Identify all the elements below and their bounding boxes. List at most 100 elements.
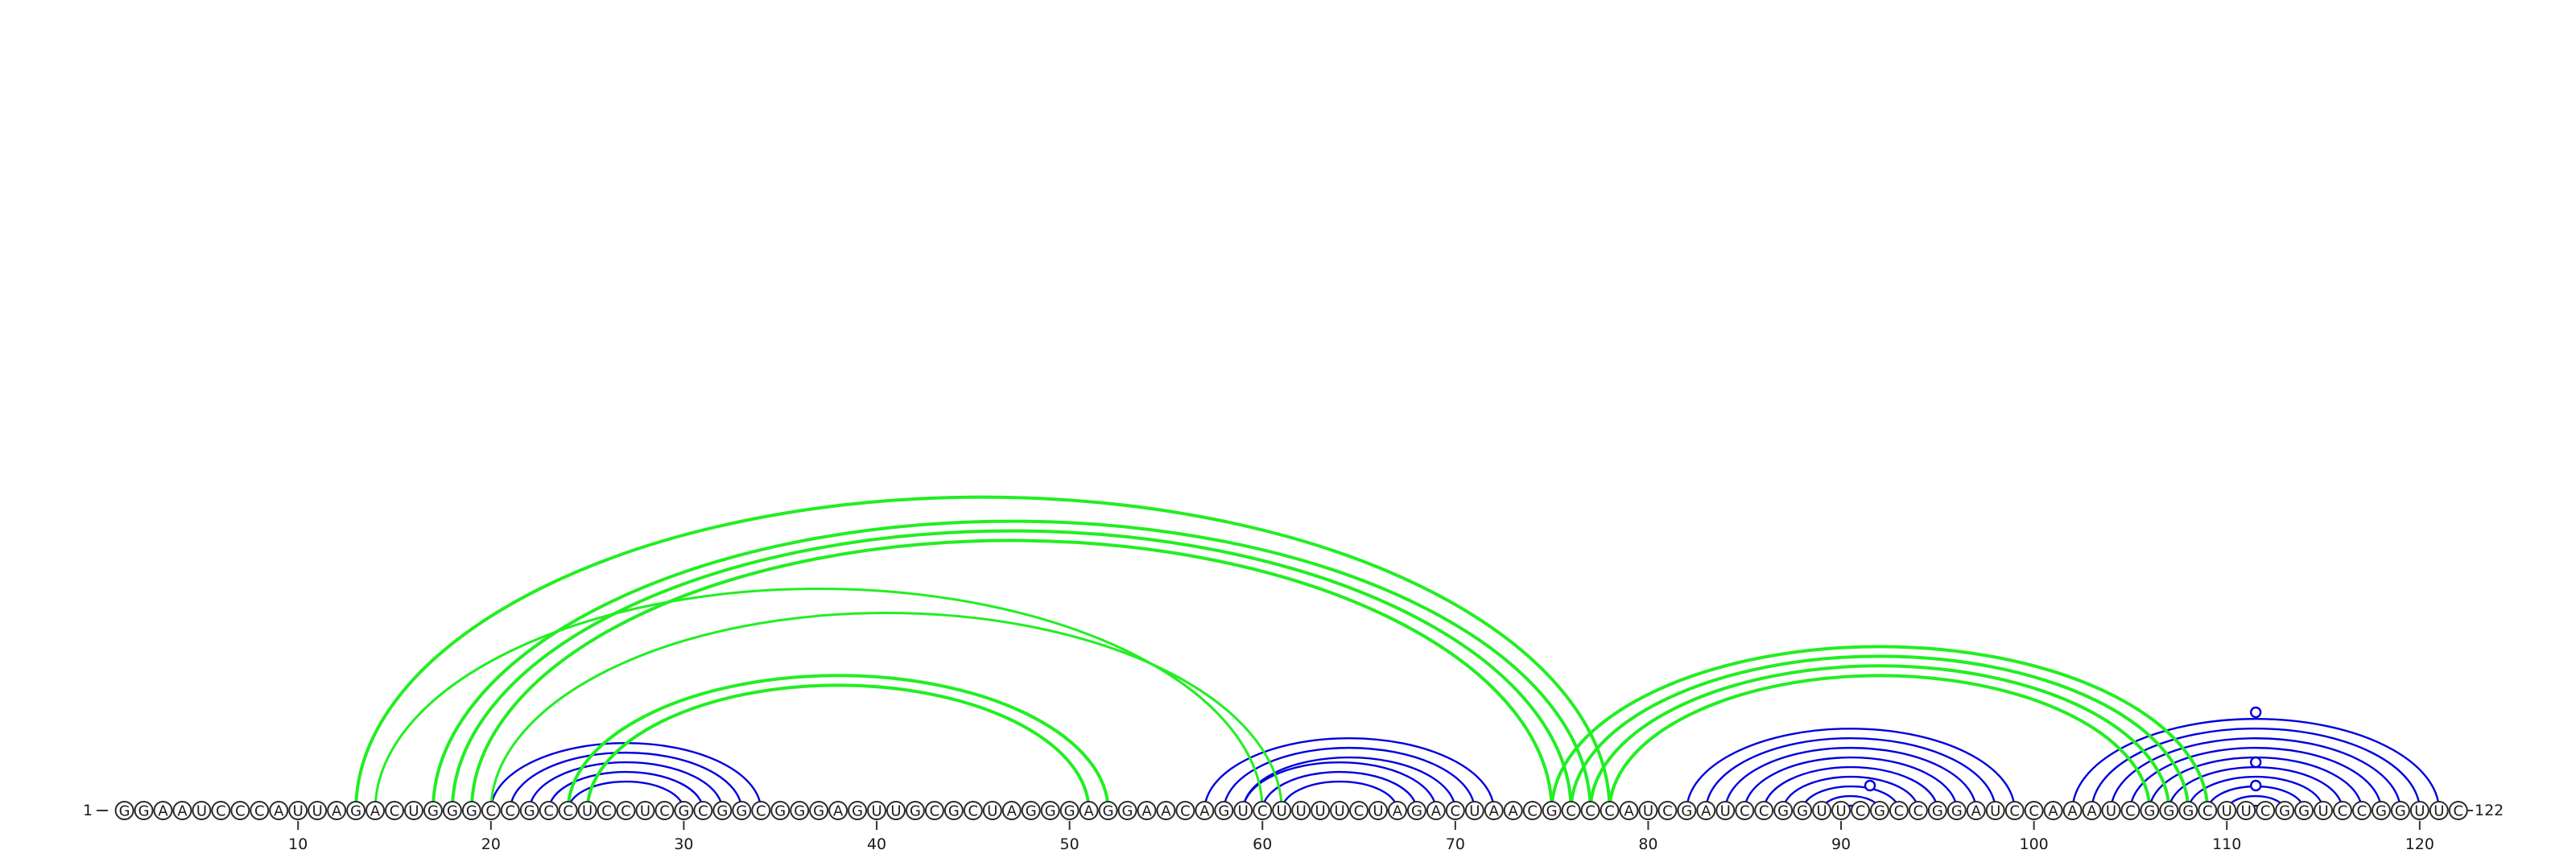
nucleotide-letter: A	[1393, 803, 1403, 820]
nucleotide-letter: U	[408, 803, 419, 820]
nucleotide	[2082, 801, 2102, 820]
nucleotide-letter: G	[138, 803, 150, 820]
nucleotide	[1059, 801, 1080, 820]
nucleotide	[2198, 801, 2218, 820]
nucleotide	[1600, 801, 1620, 820]
nucleotide	[1098, 801, 1118, 820]
nucleotide	[1657, 801, 1678, 820]
nucleotide	[2275, 801, 2295, 820]
base-pair-arc-green	[374, 588, 1264, 811]
sequence-backbone: 1 122	[83, 802, 2504, 819]
nucleotide-letter: U	[1373, 803, 1383, 820]
nucleotide	[674, 801, 694, 820]
nucleotide	[288, 801, 308, 820]
nucleotide	[616, 801, 636, 820]
base-pair-arc-green	[450, 529, 1573, 811]
nucleotide	[1793, 801, 1813, 820]
nucleotide	[1542, 801, 1562, 820]
nucleotide-letter: U	[1334, 803, 1344, 820]
nucleotide	[2062, 801, 2083, 820]
nucleotide-letter: C	[1585, 803, 1596, 820]
nucleotide-letter: U	[1720, 803, 1731, 820]
nucleotide	[867, 801, 887, 820]
nucleotide	[1677, 801, 1697, 820]
nucleotide-letter: G	[813, 803, 824, 820]
nucleotide-letter: C	[659, 803, 670, 820]
nucleotide	[1253, 801, 1273, 820]
nucleotide-letter: C	[2009, 803, 2020, 820]
nucleotide-letter: C	[254, 803, 265, 820]
nucleotide	[1117, 801, 1137, 820]
nucleotide-letter: C	[1604, 803, 1615, 820]
nucleotide-letter: C	[1180, 803, 1191, 820]
nucleotide-letter: A	[1489, 803, 1500, 820]
tick-label: 90	[1831, 835, 1851, 853]
nucleotide-letter: U	[312, 803, 323, 820]
nucleotide	[2294, 801, 2314, 820]
nucleotide	[114, 801, 134, 820]
nucleotide-letter: C	[506, 803, 516, 820]
nucleotide-letter: A	[2067, 803, 2078, 820]
nucleotide	[404, 801, 423, 820]
nucleotide-letter: U	[1643, 803, 1653, 820]
base-pair-arc-blue	[2110, 736, 2402, 811]
nucleotide	[1503, 801, 1523, 820]
nucleotide-letter: A	[1199, 803, 1210, 820]
nucleotide-letter: A	[2087, 803, 2097, 820]
nucleotide-letter: A	[1084, 803, 1094, 820]
nucleotide	[1445, 801, 1465, 820]
nucleotide	[982, 801, 1002, 820]
nucleotide-letter: C	[2029, 803, 2039, 820]
base-pair-arc-blue	[567, 780, 685, 811]
nucleotide	[1696, 801, 1716, 820]
base-pair-arc-blue	[1744, 756, 1958, 811]
nucleotide-letter: A	[1624, 803, 1634, 820]
nucleotide	[500, 801, 520, 820]
nucleotide-letter: G	[1932, 803, 1943, 820]
nucleotide-letter: A	[1141, 803, 1152, 820]
nucleotide-letter: A	[1161, 803, 1171, 820]
base-pair-arc-blue	[528, 761, 724, 811]
nucleotide	[327, 801, 347, 820]
nucleotide-letter: U	[2434, 803, 2444, 820]
nucleotide-letter: G	[1681, 803, 1692, 820]
nucleotide-letter: C	[1856, 803, 1866, 820]
nucleotide-letter: C	[563, 803, 573, 820]
nucleotide-letter: U	[1315, 803, 1326, 820]
nucleotide-letter: G	[2163, 803, 2174, 820]
nucleotide-letter: G	[1045, 803, 1056, 820]
nucleotide-letter: A	[177, 803, 188, 820]
base-pair-arc-green	[1569, 654, 2190, 811]
tick-label: 70	[1446, 835, 1465, 853]
nucleotide	[1195, 801, 1215, 820]
nucleotide	[192, 801, 212, 820]
nucleotide-letter: G	[716, 803, 728, 820]
nucleotide	[2217, 801, 2237, 820]
nucleotide	[211, 801, 231, 820]
nucleotide	[1869, 801, 1889, 820]
nucleotide-letter: C	[1451, 803, 1461, 820]
nucleotide	[1773, 801, 1794, 820]
base-pair-arc-blue	[1242, 761, 1438, 811]
tick-label: 30	[674, 835, 693, 853]
nucleotide	[1464, 801, 1484, 820]
nucleotide-letter: G	[852, 803, 863, 820]
nucleotide	[1484, 801, 1504, 820]
nucleotide-letter: U	[1469, 803, 1480, 820]
tick-label: 110	[2212, 835, 2241, 853]
nucleotide	[597, 801, 617, 820]
nucleotide	[1406, 801, 1426, 820]
base-pair-arc-blue	[1781, 775, 1920, 811]
nucleotide-letter: G	[1777, 803, 1789, 820]
nucleotide-letter: A	[833, 803, 844, 820]
nucleotide	[693, 801, 713, 820]
nucleotide-letter: G	[736, 803, 747, 820]
nucleotide	[1272, 801, 1292, 820]
nucleotide	[2178, 801, 2198, 820]
nucleotide	[963, 801, 983, 820]
tick-label: 50	[1060, 835, 1080, 853]
nucleotide-letter: C	[601, 803, 612, 820]
nucleotide-letter: A	[158, 803, 168, 820]
nucleotide-letter: U	[1816, 803, 1827, 820]
